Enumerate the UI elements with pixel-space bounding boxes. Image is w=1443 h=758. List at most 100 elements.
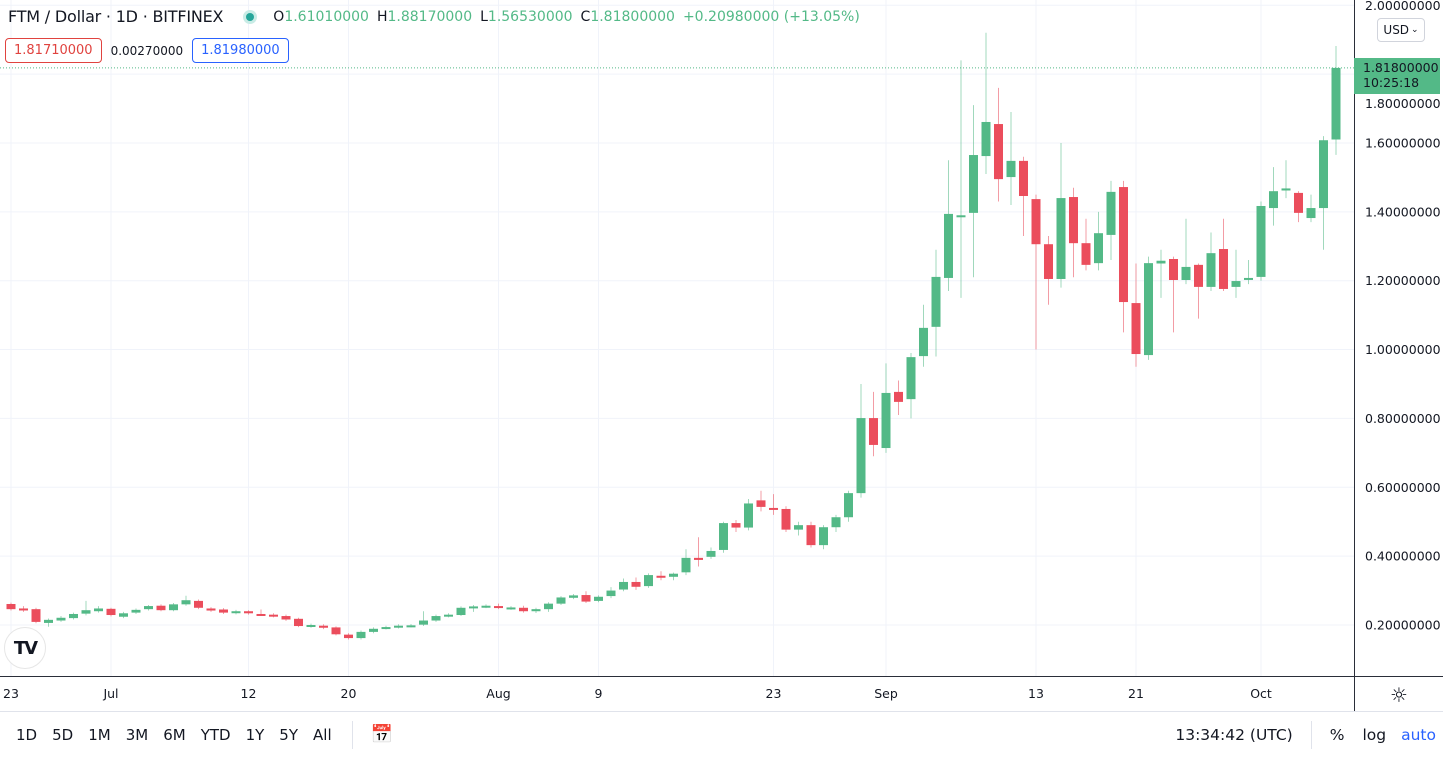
candle [619, 578, 628, 592]
candle [1106, 180, 1116, 261]
sell-button[interactable]: 1.81710000 [5, 38, 102, 63]
price-tick-label: 0.80000000 [1365, 411, 1441, 426]
candle [1194, 263, 1203, 319]
candle-body [44, 619, 53, 623]
candle [931, 249, 941, 357]
candle-body [806, 525, 816, 546]
candle [1256, 201, 1266, 281]
candle [881, 363, 891, 453]
candle [381, 625, 391, 630]
candle [1206, 232, 1216, 292]
candle [606, 587, 616, 599]
utc-clock[interactable]: 13:34:42 (UTC) [1175, 726, 1293, 744]
grid-lines [0, 0, 1354, 676]
percent-scale-toggle[interactable]: % [1329, 726, 1345, 744]
currency-dropdown[interactable]: USD ⌄ [1377, 18, 1425, 42]
time-tick-label: Oct [1250, 686, 1272, 701]
candle [656, 571, 666, 581]
price-axis[interactable]: 0.20000000 0.40000000 0.60000000 0.80000000… [1365, 0, 1441, 633]
candle [131, 608, 141, 614]
open-label: O [273, 8, 285, 25]
buy-button[interactable]: 1.81980000 [192, 38, 289, 63]
candle [1094, 211, 1103, 271]
range-1m-button[interactable]: 1M [88, 725, 111, 744]
candle-body [1044, 244, 1053, 279]
range-5d-button[interactable]: 5D [52, 725, 74, 744]
candle [19, 606, 28, 612]
candle-body [169, 604, 178, 611]
candle [1294, 191, 1303, 223]
range-3m-button[interactable]: 3M [125, 725, 149, 744]
time-tick-label: Jul [102, 686, 118, 701]
range-all-button[interactable]: All [313, 725, 332, 744]
candle-body [31, 609, 41, 622]
candle [1019, 156, 1028, 236]
bar-countdown: 10:25:18 [1363, 75, 1420, 90]
go-to-date-calendar-icon[interactable]: 📅 [370, 724, 394, 745]
auto-scale-toggle[interactable]: auto [1401, 726, 1436, 744]
candle [781, 506, 791, 533]
time-tick-label: 21 [1128, 686, 1144, 701]
spread-value: 0.00270000 [110, 43, 184, 58]
candle-body [494, 606, 503, 609]
candle [969, 105, 978, 278]
tradingview-logo[interactable]: TV [4, 627, 46, 669]
candle-body [419, 620, 428, 625]
high-label: H [376, 8, 388, 25]
candle-body [106, 608, 116, 616]
candle [1131, 263, 1141, 367]
settings-gear-icon[interactable]: ☼ [1390, 683, 1408, 707]
candle [444, 613, 453, 618]
candle [1169, 256, 1178, 333]
candle-body [1219, 249, 1228, 289]
candle [981, 32, 991, 174]
candle-body [231, 611, 241, 614]
candle-body [656, 575, 666, 578]
candle [1244, 260, 1253, 285]
candle-body [1206, 253, 1216, 287]
log-scale-toggle[interactable]: log [1362, 726, 1387, 744]
candle [731, 519, 741, 533]
range-1y-button[interactable]: 1Y [245, 725, 265, 744]
range-5y-button[interactable]: 5Y [279, 725, 299, 744]
range-ytd-button[interactable]: YTD [200, 725, 231, 744]
candle-body [906, 357, 916, 400]
candle [1031, 194, 1041, 350]
candle [331, 626, 341, 636]
candle-body [431, 616, 441, 621]
candle-body [694, 557, 703, 560]
candle-body [931, 276, 941, 327]
candle-body [1006, 160, 1016, 178]
candle-body [1256, 205, 1266, 277]
candle [994, 87, 1003, 202]
candle-body [1144, 263, 1153, 356]
candle [219, 608, 228, 614]
candle-body [569, 595, 578, 598]
candle [256, 609, 266, 617]
range-1d-button[interactable]: 1D [16, 725, 38, 744]
candle-body [6, 603, 16, 610]
candle-body [181, 600, 191, 605]
candle [1081, 218, 1091, 271]
candle [756, 490, 766, 512]
candle [744, 498, 753, 531]
candle [31, 607, 41, 624]
candle-body [1094, 233, 1103, 264]
candle-body [1231, 281, 1241, 287]
candle [1119, 180, 1128, 333]
candle-body [644, 575, 653, 587]
candle-body [206, 608, 216, 611]
symbol-title[interactable]: FTM / Dollar · 1D · BITFINEX [8, 7, 224, 26]
candle [406, 623, 416, 628]
candle [669, 572, 678, 581]
toolbar-divider [1310, 721, 1312, 749]
candle-body [1169, 259, 1178, 281]
range-6m-button[interactable]: 6M [163, 725, 186, 744]
time-axis[interactable]: 23 Jul 12 20 Aug 9 23 Sep 13 21 Oct [3, 686, 1272, 701]
candle-body [1331, 67, 1341, 140]
toolbar-divider [351, 720, 353, 749]
candle-body [519, 607, 528, 612]
candlestick-chart[interactable]: 0.20000000 0.40000000 0.60000000 0.80000000… [0, 0, 1443, 711]
candle-body [681, 557, 691, 573]
candle-body [506, 607, 516, 610]
